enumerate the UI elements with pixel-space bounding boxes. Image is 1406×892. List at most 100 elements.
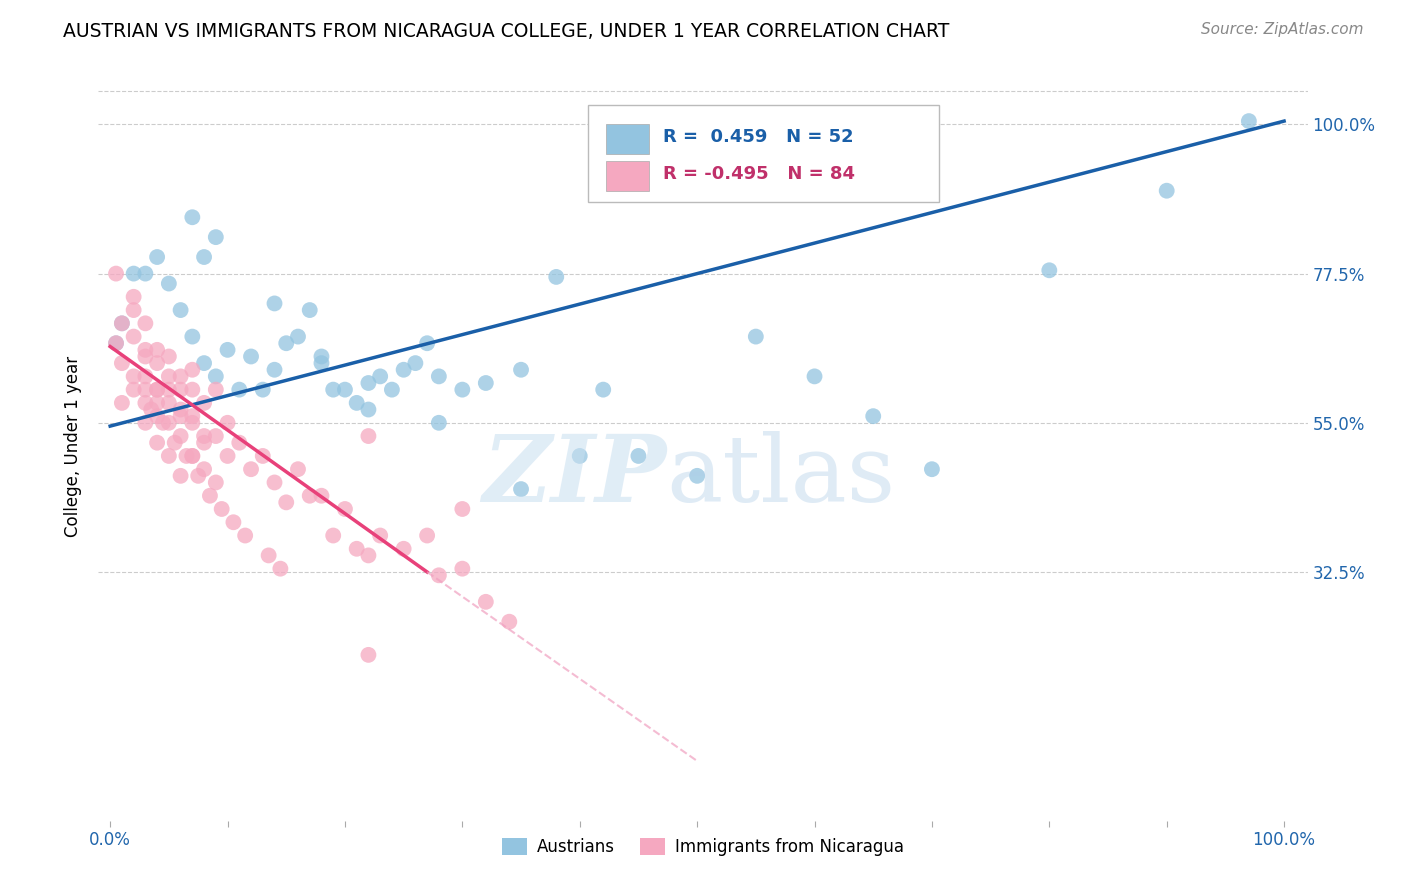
- Point: [193, 250, 215, 264]
- Point: [134, 267, 156, 281]
- Point: [451, 502, 474, 516]
- Text: R =  0.459   N = 52: R = 0.459 N = 52: [664, 128, 853, 145]
- Text: AUSTRIAN VS IMMIGRANTS FROM NICARAGUA COLLEGE, UNDER 1 YEAR CORRELATION CHART: AUSTRIAN VS IMMIGRANTS FROM NICARAGUA CO…: [63, 22, 949, 41]
- Point: [269, 562, 291, 576]
- Point: [146, 343, 169, 357]
- Point: [510, 482, 533, 496]
- Point: [217, 449, 239, 463]
- Point: [169, 383, 191, 397]
- Point: [193, 356, 215, 370]
- Point: [287, 329, 309, 343]
- Point: [510, 363, 533, 377]
- Point: [475, 376, 498, 390]
- Point: [111, 316, 134, 330]
- Point: [257, 549, 280, 563]
- Point: [204, 383, 226, 397]
- Point: [298, 489, 321, 503]
- Point: [105, 267, 128, 281]
- Point: [169, 429, 191, 443]
- Point: [311, 489, 333, 503]
- Point: [357, 549, 380, 563]
- Point: [122, 267, 145, 281]
- Point: [427, 416, 450, 430]
- Point: [146, 356, 169, 370]
- Text: Source: ZipAtlas.com: Source: ZipAtlas.com: [1201, 22, 1364, 37]
- Point: [1237, 114, 1260, 128]
- Point: [333, 383, 356, 397]
- Point: [193, 462, 215, 476]
- Point: [416, 528, 439, 542]
- Point: [357, 402, 380, 417]
- Point: [157, 369, 180, 384]
- Point: [111, 356, 134, 370]
- Point: [181, 449, 204, 463]
- Point: [392, 541, 415, 556]
- Point: [122, 369, 145, 384]
- Y-axis label: College, Under 1 year: College, Under 1 year: [65, 355, 83, 537]
- Point: [404, 356, 426, 370]
- Point: [222, 515, 245, 529]
- FancyBboxPatch shape: [606, 161, 648, 191]
- Point: [368, 369, 391, 384]
- Point: [146, 396, 169, 410]
- Point: [568, 449, 591, 463]
- Point: [146, 383, 169, 397]
- Point: [217, 343, 239, 357]
- Point: [134, 416, 156, 430]
- Point: [105, 336, 128, 351]
- Point: [240, 462, 263, 476]
- Point: [233, 528, 256, 542]
- Point: [427, 568, 450, 582]
- Point: [157, 396, 180, 410]
- Point: [146, 250, 169, 264]
- Point: [475, 595, 498, 609]
- Point: [146, 383, 169, 397]
- FancyBboxPatch shape: [606, 124, 648, 153]
- Point: [686, 468, 709, 483]
- Point: [368, 528, 391, 542]
- Point: [392, 363, 415, 377]
- Point: [122, 290, 145, 304]
- Point: [111, 316, 134, 330]
- Point: [333, 502, 356, 516]
- Point: [862, 409, 884, 424]
- Point: [1156, 184, 1178, 198]
- Point: [204, 429, 226, 443]
- Point: [627, 449, 650, 463]
- Point: [181, 363, 204, 377]
- Point: [745, 329, 768, 343]
- Point: [346, 541, 368, 556]
- Point: [134, 316, 156, 330]
- Point: [163, 435, 186, 450]
- Point: [157, 277, 180, 291]
- Point: [169, 303, 191, 318]
- Point: [546, 269, 568, 284]
- Point: [451, 383, 474, 397]
- Point: [204, 475, 226, 490]
- Point: [592, 383, 614, 397]
- Point: [357, 648, 380, 662]
- Point: [134, 343, 156, 357]
- Point: [122, 329, 145, 343]
- Point: [322, 383, 344, 397]
- Point: [921, 462, 943, 476]
- Point: [122, 303, 145, 318]
- Point: [451, 562, 474, 576]
- Point: [193, 396, 215, 410]
- Point: [263, 363, 285, 377]
- Point: [146, 409, 169, 424]
- Point: [276, 336, 298, 351]
- Point: [298, 303, 321, 318]
- Point: [263, 475, 285, 490]
- Point: [228, 435, 250, 450]
- Point: [105, 336, 128, 351]
- Point: [252, 383, 274, 397]
- Point: [181, 416, 204, 430]
- Point: [181, 383, 204, 397]
- Point: [169, 369, 191, 384]
- Point: [263, 296, 285, 310]
- Point: [198, 489, 221, 503]
- Point: [252, 449, 274, 463]
- Point: [134, 350, 156, 364]
- Point: [169, 468, 191, 483]
